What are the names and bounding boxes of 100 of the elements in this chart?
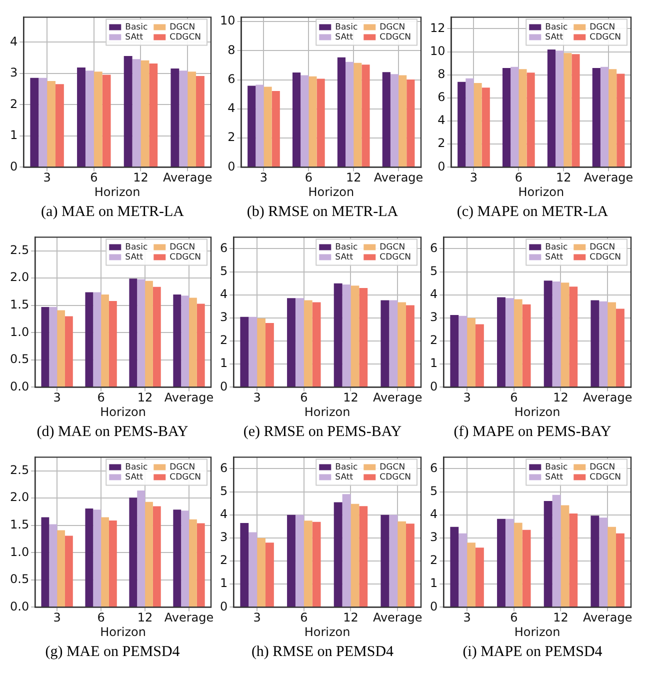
bar: [316, 78, 325, 167]
y-tick-label: 5: [430, 264, 438, 278]
x-tick-label: 3: [53, 390, 61, 405]
x-axis-title: Horizon: [94, 184, 140, 199]
y-tick-label: 1.0: [10, 544, 30, 559]
y-tick-label: 4: [438, 113, 446, 128]
text: (e) RMSE on PEMS-BAY: [243, 424, 402, 442]
bar: [240, 522, 249, 607]
text: (f) MAPE on PEMS-BAY: [454, 424, 612, 442]
bar: [505, 298, 514, 387]
bar: [467, 542, 476, 607]
bar: [389, 300, 398, 387]
y-tick-label: 6: [228, 72, 236, 86]
x-tick-label: 3: [470, 170, 478, 185]
bar: [389, 514, 398, 607]
x-axis-title: Horizon: [514, 624, 560, 639]
legend-label: Basic: [335, 242, 358, 252]
bar: [458, 533, 468, 607]
bar: [599, 301, 608, 387]
bar: [312, 302, 321, 387]
x-tick-label: 3: [253, 390, 261, 405]
bar: [55, 84, 64, 167]
bar: [502, 68, 511, 167]
y-tick-label: 2.0: [10, 270, 30, 284]
y-tick-label: 0: [10, 159, 18, 174]
bar: [564, 52, 572, 167]
bar: [475, 324, 484, 387]
x-tick-label: 12: [553, 610, 568, 625]
bar: [149, 63, 158, 167]
bar: [547, 50, 556, 167]
y-tick-label: 2.5: [10, 242, 30, 257]
y-tick-label: 3: [220, 530, 228, 544]
bar: [544, 280, 552, 387]
bar: [467, 318, 476, 387]
x-tick-label: 3: [463, 390, 471, 405]
x-tick-label: 6: [510, 390, 518, 405]
bar: [505, 518, 514, 607]
bar: [569, 514, 578, 607]
y-tick-label: 2.5: [10, 462, 30, 477]
y-tick-label: 5: [220, 484, 228, 498]
bar: [398, 75, 407, 167]
bar: [240, 316, 249, 387]
bar: [196, 304, 205, 387]
bar: [145, 502, 153, 607]
bar: [300, 75, 309, 167]
bar: [101, 517, 109, 607]
x-tick-label: 6: [90, 170, 98, 185]
x-tick-label: 6: [304, 170, 312, 185]
bar: [616, 533, 624, 607]
y-tick-label: 0: [220, 379, 228, 394]
legend-label: CDGCN: [380, 32, 412, 42]
y-tick-label: 1: [430, 356, 438, 370]
legend-label: DGCN: [170, 242, 196, 252]
y-tick-label: 5: [430, 484, 438, 498]
legend-label: SAtt: [335, 252, 354, 262]
bar: [616, 308, 624, 387]
y-tick-label: 4: [220, 507, 228, 522]
bar: [398, 302, 406, 387]
bar: [256, 84, 264, 167]
bar: [592, 68, 600, 167]
x-tick-label: 6: [514, 170, 522, 185]
bar: [152, 506, 161, 607]
bar: [406, 524, 414, 607]
y-tick-label: 2: [430, 553, 438, 568]
bar: [137, 279, 146, 387]
bar: [362, 64, 370, 167]
legend-label: CDGCN: [170, 32, 202, 42]
y-tick-label: 6: [438, 90, 446, 104]
bar: [137, 490, 146, 607]
legend-label: Basic: [545, 242, 568, 252]
x-tick-label: 3: [463, 610, 471, 625]
x-tick-label: Average: [162, 170, 212, 185]
bar: [64, 536, 73, 607]
bar: [616, 74, 625, 167]
legend-label: SAtt: [545, 472, 564, 482]
y-tick-label: 2: [438, 136, 446, 150]
bar: [390, 74, 399, 167]
bar: [102, 74, 111, 167]
bar: [248, 532, 258, 607]
bar: [380, 514, 390, 607]
bar: [590, 516, 600, 607]
x-tick-label: 6: [97, 390, 105, 405]
y-tick-label: 10: [220, 14, 236, 28]
bar: [265, 542, 274, 607]
bar: [101, 294, 109, 387]
x-tick-label: Average: [164, 390, 214, 405]
text: (a) MAE on METR-LA: [41, 204, 184, 222]
bar: [522, 304, 531, 387]
bar: [560, 505, 570, 607]
x-tick-label: Average: [164, 610, 214, 625]
x-tick-label: Average: [374, 170, 424, 185]
bar: [599, 518, 608, 607]
bar: [49, 524, 58, 607]
legend-label: CDGCN: [170, 252, 202, 262]
y-tick-label: 6: [220, 460, 228, 475]
bar: [608, 302, 616, 387]
x-tick-label: Average: [582, 390, 632, 405]
bar: [264, 86, 272, 167]
legend-label: DGCN: [380, 462, 406, 472]
bar: [108, 301, 117, 387]
